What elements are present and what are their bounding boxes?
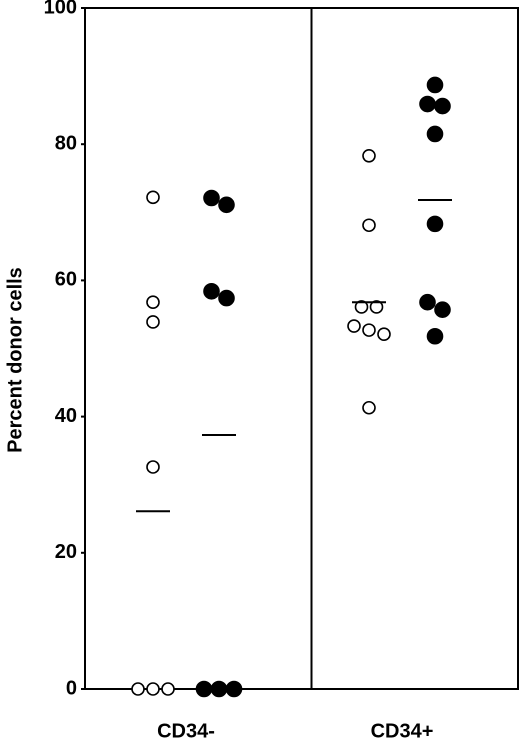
filled-dot	[434, 97, 451, 115]
open-dot	[146, 315, 160, 329]
filled-dot	[225, 680, 243, 698]
y-tick-label: 60	[55, 269, 77, 291]
filled-dot	[218, 196, 235, 214]
filled-dot	[426, 76, 444, 94]
y-tick-label: 40	[55, 405, 77, 427]
filled-dot	[218, 289, 235, 307]
filled-dot	[419, 293, 436, 311]
y-tick-label: 0	[66, 677, 77, 699]
open-dot	[362, 148, 376, 163]
filled-dot	[210, 680, 228, 698]
filled-dot	[426, 125, 444, 143]
open-dot	[131, 682, 145, 696]
y-axis-title: Percent donor cells	[4, 267, 26, 453]
y-tick-label: 80	[55, 132, 77, 154]
open-dot	[146, 682, 160, 696]
open-dot	[354, 300, 369, 314]
open-dot	[377, 327, 391, 341]
filled-dot	[419, 95, 436, 113]
x-tick-label: CD34-	[157, 720, 215, 742]
x-tick-label: CD34+	[371, 720, 434, 742]
filled-dot	[434, 301, 451, 318]
filled-dot	[203, 282, 220, 300]
y-tick-label: 20	[55, 541, 77, 563]
filled-dot	[203, 189, 220, 207]
open-dot	[146, 190, 160, 205]
open-dot	[362, 323, 376, 337]
open-dot	[146, 295, 160, 309]
open-dot	[161, 682, 175, 696]
plot-frame	[84, 7, 519, 690]
filled-dot	[195, 680, 213, 698]
y-tick-label: 100	[44, 0, 77, 18]
open-dot	[362, 218, 376, 233]
open-dot	[369, 300, 384, 314]
filled-dot	[426, 215, 444, 233]
open-dot	[362, 400, 376, 415]
open-dot	[146, 460, 160, 474]
filled-dot	[426, 327, 444, 345]
open-dot	[347, 319, 361, 333]
